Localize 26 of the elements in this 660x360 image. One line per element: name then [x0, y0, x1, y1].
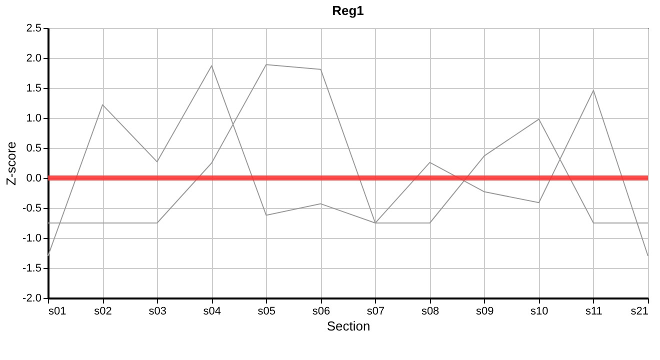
x-tick-label: s08 [421, 306, 440, 318]
y-tick-label: -2.0 [22, 292, 42, 304]
y-tick-label: 2.0 [26, 52, 42, 64]
y-tick-label: 2.5 [26, 22, 42, 34]
x-tick-label: s04 [203, 306, 222, 318]
y-tick-label: -1.5 [22, 262, 42, 274]
y-tick-label: 0.0 [26, 172, 42, 184]
y-tick-label: 0.5 [26, 142, 42, 154]
x-tick-label: s10 [530, 306, 548, 318]
y-tick-label: -1.0 [22, 232, 42, 244]
line-series [48, 65, 648, 256]
x-axis-title: Section [326, 318, 370, 334]
x-tick-label: s11 [585, 306, 602, 318]
x-tick-label: s07 [366, 306, 385, 318]
x-tick-label: s21 [630, 306, 648, 318]
x-tick-label: s01 [48, 306, 66, 318]
x-tick-label: s02 [94, 306, 112, 318]
x-tick-label: s05 [258, 306, 276, 318]
x-tick-label: s03 [148, 306, 166, 318]
y-tick-label: 1.5 [26, 82, 42, 94]
y-tick-label: 1.0 [26, 112, 42, 124]
chart-title: Reg1 [332, 3, 364, 18]
y-axis-title: Z-score [4, 141, 19, 186]
y-tick-label: -0.5 [22, 202, 42, 214]
x-tick-label: s06 [312, 306, 330, 318]
x-tick-label: s09 [476, 306, 494, 318]
